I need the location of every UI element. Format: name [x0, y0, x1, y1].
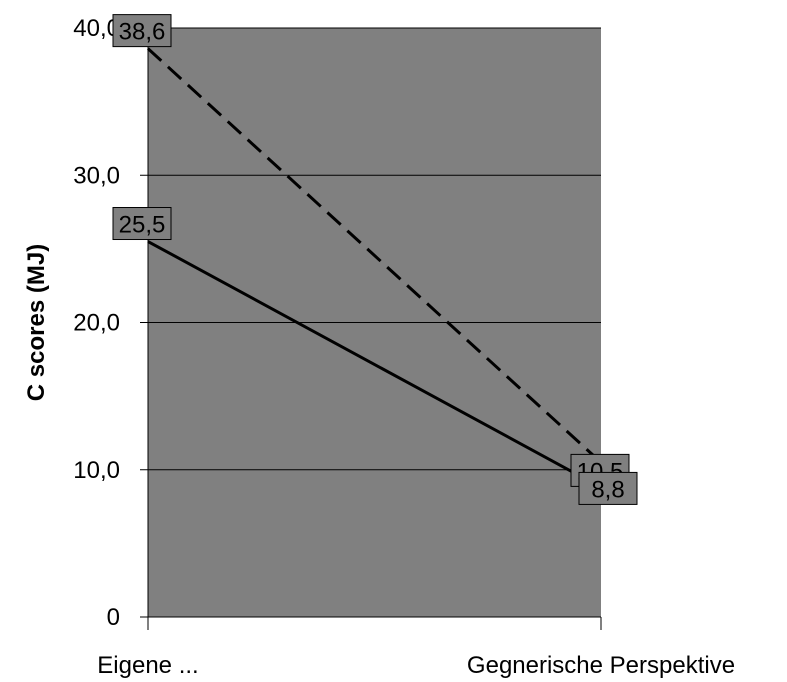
data-label-text: 8,8 [591, 476, 624, 503]
series-line-dashed [146, 47, 603, 464]
data-label: 8,8 [578, 471, 638, 505]
y-tick-label: 20,0 [73, 310, 120, 337]
series-lines [146, 47, 603, 489]
data-label-text: 38,6 [119, 19, 166, 46]
y-tick-label: 0 [107, 604, 120, 631]
gridlines [148, 27, 601, 471]
x-tick-label: Gegnerische Perspektive [467, 652, 735, 679]
data-label-text: 25,5 [119, 212, 166, 239]
data-label: 38,6 [112, 14, 172, 48]
data-label-box [578, 471, 638, 505]
y-axis-title: C scores (MJ) [23, 244, 50, 401]
x-tick-label: Eigene ... [97, 652, 198, 679]
data-label-box [112, 14, 172, 48]
series-line-solid [147, 240, 602, 489]
y-tick-label: 10,0 [73, 457, 120, 484]
data-label: 25,5 [112, 207, 172, 241]
y-axis: 0 10,0 20,0 30,0 40,0 [73, 15, 149, 631]
data-label-box [112, 207, 172, 241]
data-labels: 38,610,525,58,8 [112, 14, 638, 505]
y-tick-label: 40,0 [73, 15, 120, 42]
y-tick-label: 30,0 [73, 162, 120, 189]
x-axis: Eigene ... Gegnerische Perspektive [97, 616, 735, 679]
